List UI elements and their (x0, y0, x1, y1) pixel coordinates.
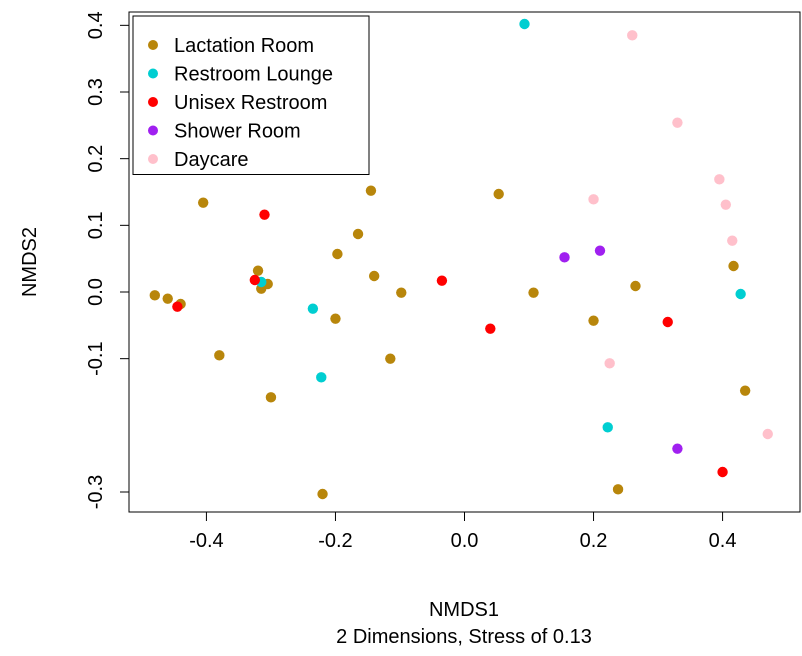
x-axis-label: NMDS1 (429, 599, 499, 621)
data-point (528, 287, 539, 298)
x-tick-label: 0.4 (709, 530, 737, 552)
data-point (739, 385, 751, 396)
data-point (259, 209, 270, 220)
data-point (588, 194, 599, 205)
y-tick-label: 0.0 (85, 278, 107, 306)
data-point (214, 350, 225, 361)
data-point (714, 174, 725, 185)
legend-label: Lactation Room (174, 35, 314, 57)
data-point (365, 185, 377, 196)
data-point (630, 280, 641, 292)
data-point (316, 372, 327, 383)
data-point (385, 353, 396, 364)
data-point (735, 288, 746, 300)
y-axis: -0.3 -0.1 0.0 0.1 0.2 0.3 0.4 (85, 11, 130, 509)
y-tick-label: -0.3 (85, 475, 107, 509)
data-point (588, 315, 599, 326)
y-tick-label: 0.1 (85, 211, 107, 239)
legend-marker (148, 154, 158, 164)
x-tick-label: 0.2 (580, 530, 608, 552)
legend-marker (148, 125, 158, 136)
data-points (149, 18, 773, 500)
x-tick-label: -0.4 (189, 530, 223, 552)
data-point (265, 392, 277, 403)
legend-label: Restroom Lounge (174, 64, 333, 86)
data-point (162, 293, 173, 304)
data-point (436, 275, 448, 286)
data-point (332, 248, 343, 260)
data-point (197, 197, 209, 208)
data-point (717, 466, 728, 478)
data-point (396, 287, 407, 298)
legend-label: Shower Room (174, 121, 301, 143)
data-point (252, 265, 264, 276)
x-axis: -0.4 -0.2 0.0 0.2 0.4 (189, 511, 737, 552)
data-point (485, 323, 496, 334)
legend-marker (148, 97, 158, 107)
y-tick-label: 0.4 (85, 11, 107, 39)
data-point (559, 252, 570, 263)
data-point (612, 484, 624, 495)
data-point (604, 358, 615, 369)
data-point (728, 260, 739, 272)
data-point (519, 18, 530, 30)
data-point (720, 199, 732, 210)
data-point (594, 245, 606, 256)
x-tick-label: -0.2 (318, 530, 352, 552)
x-tick-label: 0.0 (451, 530, 479, 552)
data-point (368, 270, 380, 282)
legend-marker (148, 40, 158, 50)
legend-box (132, 15, 370, 175)
legend-label: Daycare (174, 149, 248, 171)
chart-subtitle: 2 Dimensions, Stress of 0.13 (336, 626, 592, 648)
data-point (330, 313, 341, 324)
data-point (672, 117, 683, 128)
data-point (662, 316, 673, 328)
legend: Lactation Room Restroom Lounge Unisex Rest… (132, 15, 370, 175)
data-point (493, 188, 504, 200)
legend-label: Unisex Restroom (174, 92, 327, 114)
y-tick-label: 0.2 (85, 145, 107, 173)
y-tick-label: -0.1 (85, 341, 107, 375)
data-point (627, 30, 638, 41)
y-axis-label: NMDS2 (19, 227, 41, 297)
data-point (352, 228, 364, 240)
y-tick-label: 0.3 (85, 78, 107, 106)
data-point (249, 274, 261, 286)
data-point (317, 488, 328, 500)
data-point (602, 422, 613, 433)
data-point (762, 428, 773, 440)
data-point (727, 235, 738, 246)
legend-marker (148, 68, 158, 79)
data-point (149, 290, 161, 301)
data-point (672, 443, 683, 454)
data-point (172, 301, 183, 312)
data-point (307, 303, 319, 314)
